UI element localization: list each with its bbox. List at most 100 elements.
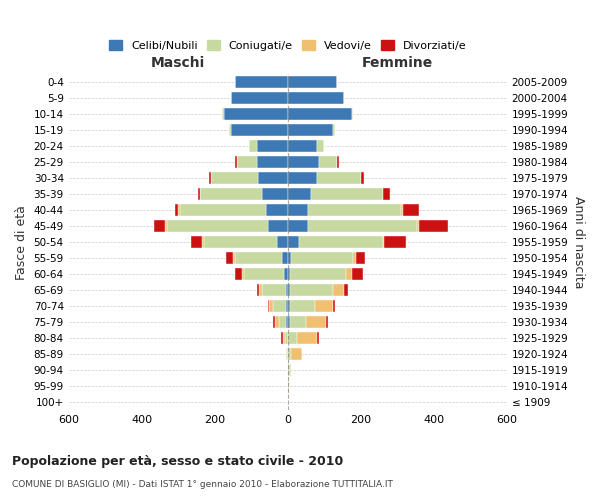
- Bar: [273, 300, 286, 312]
- Text: Maschi: Maschi: [151, 56, 205, 70]
- Bar: [356, 252, 365, 264]
- Bar: [235, 76, 287, 88]
- Bar: [292, 348, 302, 360]
- Bar: [385, 236, 406, 248]
- Legend: Celibi/Nubili, Coniugati/e, Vedovi/e, Divorziati/e: Celibi/Nubili, Coniugati/e, Vedovi/e, Di…: [106, 36, 470, 54]
- Bar: [154, 220, 166, 232]
- Bar: [244, 268, 284, 280]
- Text: Femmine: Femmine: [362, 56, 433, 70]
- Bar: [346, 268, 352, 280]
- Bar: [308, 204, 401, 216]
- Bar: [353, 252, 356, 264]
- Bar: [200, 188, 262, 200]
- Bar: [268, 220, 287, 232]
- Bar: [235, 252, 282, 264]
- Bar: [257, 284, 259, 296]
- Bar: [315, 300, 334, 312]
- Bar: [290, 364, 292, 376]
- Bar: [233, 252, 235, 264]
- Bar: [226, 252, 233, 264]
- Bar: [287, 252, 292, 264]
- Bar: [361, 172, 364, 184]
- Bar: [287, 92, 344, 104]
- Bar: [306, 316, 326, 328]
- Bar: [290, 268, 346, 280]
- Bar: [235, 156, 236, 168]
- Bar: [334, 284, 344, 296]
- Bar: [167, 220, 268, 232]
- Bar: [287, 332, 297, 344]
- Bar: [250, 140, 257, 152]
- Bar: [180, 204, 266, 216]
- Bar: [287, 188, 311, 200]
- Bar: [231, 92, 287, 104]
- Bar: [287, 204, 308, 216]
- Bar: [229, 124, 231, 136]
- Bar: [222, 108, 224, 120]
- Bar: [178, 204, 180, 216]
- Bar: [282, 252, 287, 264]
- Bar: [287, 156, 319, 168]
- Bar: [290, 284, 334, 296]
- Bar: [287, 348, 292, 360]
- Bar: [236, 156, 257, 168]
- Bar: [287, 300, 290, 312]
- Bar: [287, 236, 299, 248]
- Text: COMUNE DI BASIGLIO (MI) - Dati ISTAT 1° gennaio 2010 - Elaborazione TUTTITALIA.I: COMUNE DI BASIGLIO (MI) - Dati ISTAT 1° …: [12, 480, 393, 489]
- Bar: [285, 332, 287, 344]
- Bar: [175, 204, 178, 216]
- Bar: [166, 220, 167, 232]
- Bar: [287, 380, 289, 392]
- Bar: [284, 268, 287, 280]
- Bar: [311, 188, 383, 200]
- Bar: [287, 124, 334, 136]
- Text: Popolazione per età, sesso e stato civile - 2010: Popolazione per età, sesso e stato civil…: [12, 455, 343, 468]
- Bar: [259, 172, 287, 184]
- Bar: [286, 348, 287, 360]
- Bar: [257, 140, 287, 152]
- Bar: [352, 108, 353, 120]
- Bar: [287, 268, 290, 280]
- Bar: [334, 124, 335, 136]
- Bar: [235, 268, 242, 280]
- Bar: [287, 172, 317, 184]
- Bar: [401, 204, 403, 216]
- Bar: [191, 236, 202, 248]
- Bar: [383, 188, 390, 200]
- Bar: [259, 284, 262, 296]
- Bar: [326, 316, 328, 328]
- Bar: [262, 284, 286, 296]
- Bar: [287, 364, 290, 376]
- Bar: [278, 316, 286, 328]
- Bar: [290, 316, 306, 328]
- Bar: [287, 316, 290, 328]
- Bar: [224, 108, 287, 120]
- Bar: [204, 236, 277, 248]
- Bar: [337, 156, 339, 168]
- Bar: [308, 220, 417, 232]
- Bar: [269, 300, 273, 312]
- Bar: [209, 172, 211, 184]
- Bar: [231, 124, 287, 136]
- Bar: [352, 268, 362, 280]
- Bar: [198, 188, 200, 200]
- Bar: [268, 300, 269, 312]
- Bar: [287, 76, 337, 88]
- Bar: [286, 300, 287, 312]
- Bar: [242, 268, 244, 280]
- Y-axis label: Anni di nascita: Anni di nascita: [572, 196, 585, 288]
- Bar: [283, 332, 285, 344]
- Bar: [266, 204, 287, 216]
- Bar: [277, 236, 287, 248]
- Bar: [202, 236, 204, 248]
- Bar: [403, 204, 419, 216]
- Bar: [281, 332, 283, 344]
- Bar: [286, 316, 287, 328]
- Bar: [419, 220, 448, 232]
- Bar: [297, 332, 317, 344]
- Bar: [287, 140, 317, 152]
- Bar: [287, 108, 352, 120]
- Bar: [275, 316, 278, 328]
- Bar: [317, 140, 324, 152]
- Bar: [319, 156, 337, 168]
